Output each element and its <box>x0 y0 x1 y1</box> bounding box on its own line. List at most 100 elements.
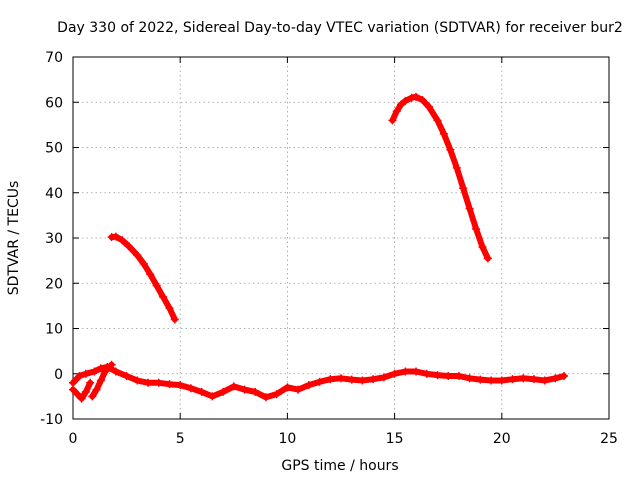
data-point <box>401 96 410 105</box>
data-point <box>219 387 228 396</box>
data-point <box>133 376 142 385</box>
data-point <box>379 373 388 382</box>
data-point <box>390 369 399 378</box>
data-point <box>122 372 131 381</box>
chart-title: Day 330 of 2022, Sidereal Day-to-day VTE… <box>57 20 623 36</box>
data-point <box>146 270 155 279</box>
data-point <box>88 392 97 401</box>
data-point <box>96 364 105 373</box>
data-point <box>433 371 442 380</box>
data-point <box>478 243 487 252</box>
data-point <box>358 376 367 385</box>
data-point <box>118 236 127 245</box>
y-tick-label: 50 <box>45 141 63 157</box>
data-point <box>454 372 463 381</box>
series-line <box>108 233 178 323</box>
data-point <box>133 251 142 260</box>
data-point <box>424 102 433 111</box>
data-point <box>124 242 133 251</box>
data-point <box>197 387 206 396</box>
data-point <box>540 376 549 385</box>
data-point <box>283 383 292 392</box>
data-point <box>444 372 453 381</box>
data-point <box>272 390 281 399</box>
data-point <box>452 163 461 172</box>
data-point <box>397 100 406 109</box>
data-point <box>90 367 99 376</box>
data-point <box>81 369 90 378</box>
data-point <box>326 375 335 384</box>
data-point <box>159 292 168 301</box>
data-point <box>369 375 378 384</box>
y-axis-label: SDTVAR / TECUs <box>6 181 22 296</box>
axis-ticks <box>72 56 610 420</box>
series-arc-5 <box>88 360 116 401</box>
y-tick-label: -10 <box>40 412 63 428</box>
data-point <box>418 95 427 104</box>
data-point <box>92 385 101 394</box>
data-point <box>459 184 468 193</box>
grid-lines <box>73 57 609 419</box>
x-tick-label: 10 <box>278 431 296 447</box>
data-point <box>101 367 110 376</box>
data-point <box>497 376 506 385</box>
data-point <box>483 254 492 263</box>
series-arc-4 <box>69 378 95 403</box>
data-point <box>176 381 185 390</box>
y-tick-label: 60 <box>45 95 63 111</box>
data-point <box>465 204 474 213</box>
data-point <box>86 378 95 387</box>
y-tick-label: 10 <box>45 322 63 338</box>
data-point <box>139 259 148 268</box>
data-point <box>229 382 238 391</box>
data-point <box>73 390 82 399</box>
data-point <box>407 93 416 102</box>
data-point <box>472 224 481 233</box>
data-point <box>412 92 421 101</box>
data-point <box>559 372 568 381</box>
data-point <box>152 281 161 290</box>
x-tick-label: 15 <box>386 431 404 447</box>
data-point <box>77 394 86 403</box>
data-point <box>165 304 174 313</box>
data-point <box>465 374 474 383</box>
x-tick-label: 20 <box>493 431 511 447</box>
data-point <box>315 377 324 386</box>
data-point <box>251 387 260 396</box>
data-point <box>96 376 105 385</box>
data-point <box>165 380 174 389</box>
data-point <box>347 375 356 384</box>
data-point <box>186 384 195 393</box>
data-point <box>69 385 77 394</box>
x-tick-label: 5 <box>176 431 185 447</box>
data-point <box>170 315 179 324</box>
y-tick-label: 70 <box>45 50 63 66</box>
data-point <box>487 376 496 385</box>
data-point <box>433 116 442 125</box>
data-point <box>81 387 90 396</box>
data-point <box>519 374 528 383</box>
data-point <box>388 116 397 125</box>
data-point <box>446 145 455 154</box>
data-point <box>551 374 560 383</box>
data-point <box>69 378 77 387</box>
data-point <box>75 372 84 381</box>
x-tick-label: 0 <box>69 431 78 447</box>
data-point <box>261 393 270 402</box>
data-point <box>529 375 538 384</box>
data-point <box>144 378 153 387</box>
data-point <box>294 385 303 394</box>
data-point <box>422 369 431 378</box>
series-layer <box>69 92 568 403</box>
tick-labels: 0 5 10 15 20 25 -10 0 10 20 30 40 50 60 70 <box>40 50 618 447</box>
x-tick-label: 25 <box>600 431 618 447</box>
series-arc-1 <box>107 232 179 324</box>
data-point <box>240 385 249 394</box>
data-point <box>412 367 421 376</box>
data-point <box>337 374 345 383</box>
data-point <box>476 375 485 384</box>
data-point <box>154 378 163 387</box>
x-axis-label: GPS time / hours <box>281 458 398 474</box>
y-tick-label: 20 <box>45 276 63 292</box>
